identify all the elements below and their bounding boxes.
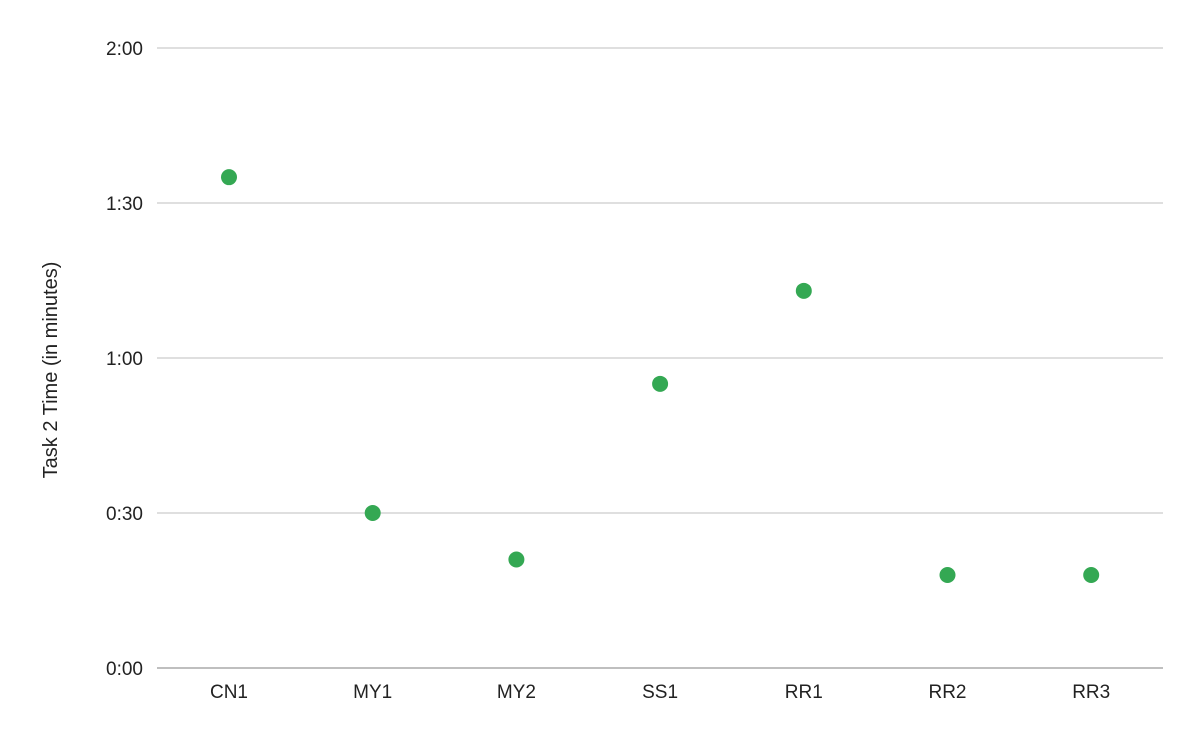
data-point (364, 505, 381, 521)
x-tick-label: RR1 (785, 682, 823, 703)
data-point (795, 282, 812, 299)
data-point (939, 567, 956, 583)
x-tick-label: MY2 (497, 682, 536, 703)
y-axis-tick-labels: 0:00 0:30 1:00 1:30 2:00 (106, 39, 143, 680)
data-point (508, 551, 525, 568)
x-tick-label: CN1 (210, 682, 248, 703)
gridlines (157, 47, 1163, 669)
x-tick-label: MY1 (353, 682, 392, 703)
data-point (652, 375, 669, 392)
data-point (221, 169, 237, 186)
x-tick-label: SS1 (642, 682, 678, 703)
y-tick-label: 2:00 (106, 39, 143, 60)
y-tick-label: 1:30 (106, 194, 143, 215)
data-point (1083, 567, 1100, 583)
y-axis-title: Task 2 Time (in minutes) (40, 262, 62, 479)
data-points (221, 169, 1100, 583)
y-tick-label: 0:30 (106, 504, 143, 525)
x-tick-label: RR3 (1072, 682, 1110, 703)
x-tick-label: RR2 (928, 682, 966, 703)
y-tick-label: 0:00 (106, 659, 143, 680)
x-axis-tick-labels: CN1 MY1 MY2 SS1 RR1 RR2 RR3 (210, 682, 1110, 703)
y-tick-label: 1:00 (106, 349, 143, 370)
